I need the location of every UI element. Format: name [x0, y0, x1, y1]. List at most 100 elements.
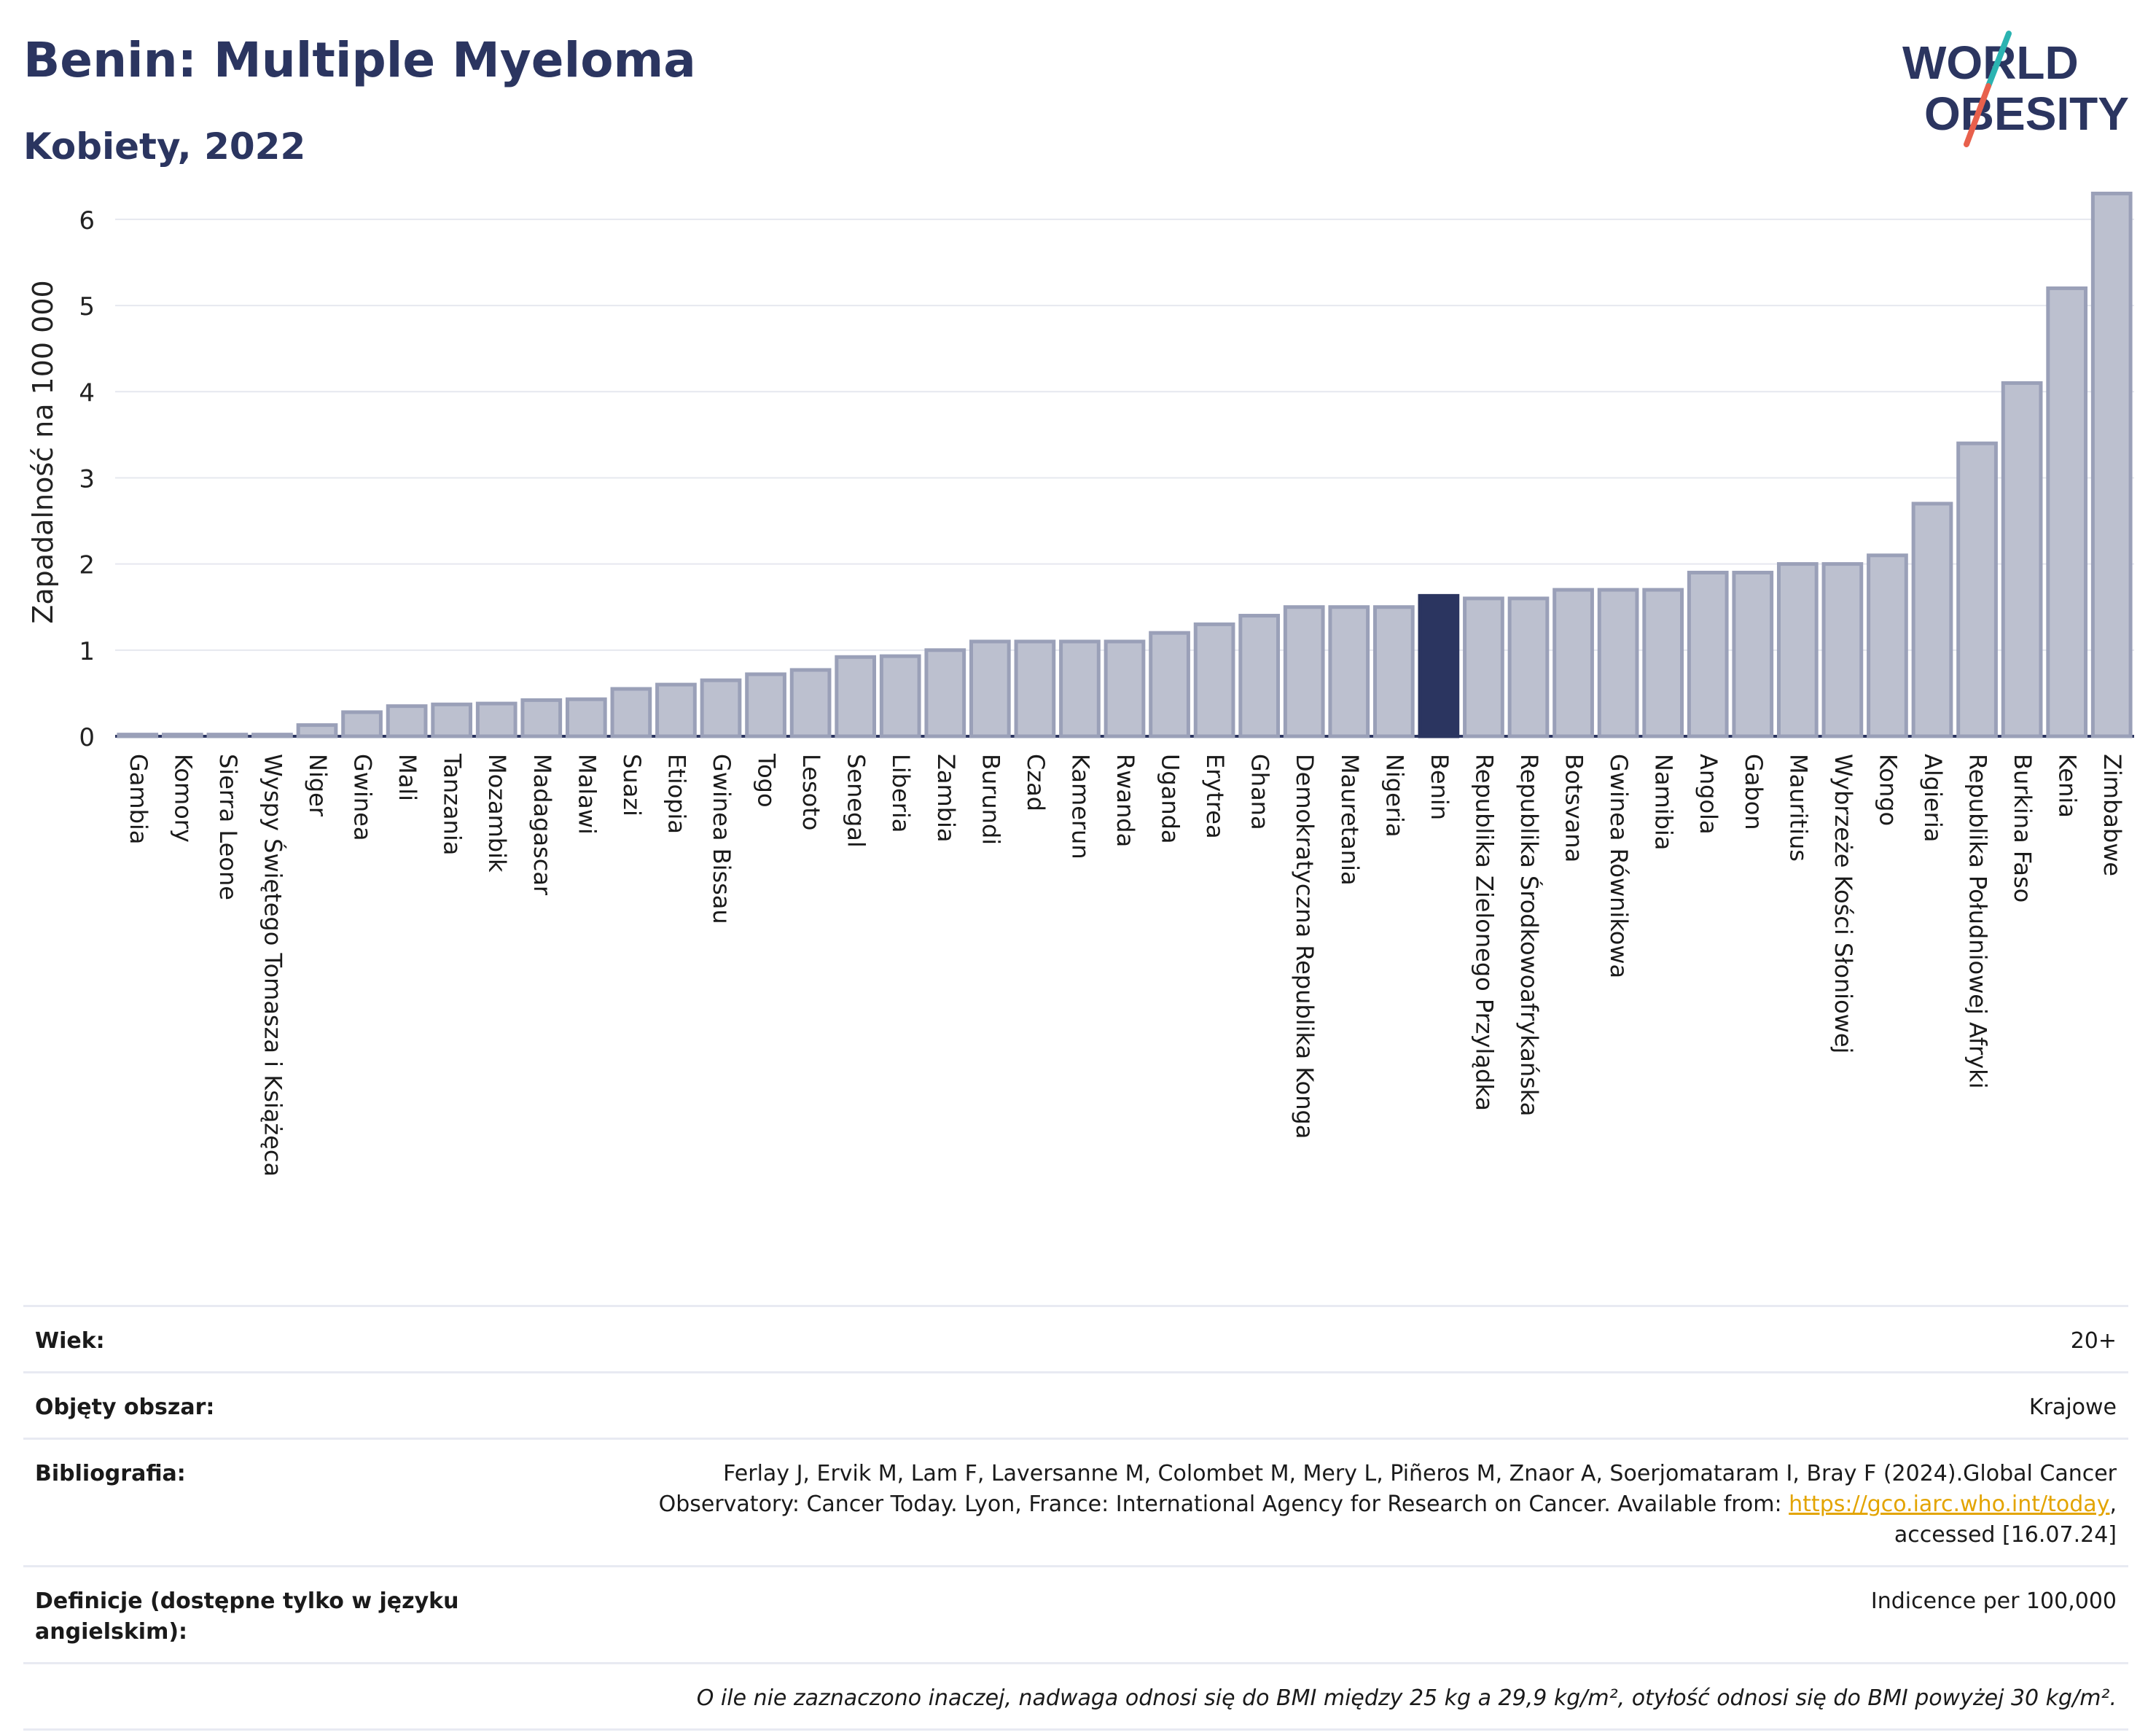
x-tick-label: Burundi — [977, 754, 1004, 845]
bar-gwinea — [341, 710, 383, 738]
x-tick-label: Komory — [169, 754, 197, 843]
bib-text-1: Ferlay J, Ervik M, Lam F, Laversanne M, … — [723, 1461, 2117, 1486]
x-tick-label: Gwinea Bissau — [708, 754, 735, 924]
bars — [117, 191, 2133, 738]
bar-gwinea-równikowa — [1597, 588, 1639, 738]
bar-rwanda — [1104, 639, 1146, 738]
x-tick-label: Namibia — [1650, 754, 1678, 850]
x-tick-label: Niger — [304, 754, 332, 817]
bar-lesoto — [789, 668, 832, 738]
bar-kenia — [2046, 286, 2088, 738]
bib-text-3: , — [2109, 1492, 2117, 1517]
y-tick-label: 4 — [79, 378, 95, 408]
bar-komory — [161, 733, 203, 738]
bar-mozambik — [475, 701, 517, 738]
bar-wybrzeże-kości-słoniowej — [1821, 562, 1864, 738]
x-tick-label: Liberia — [887, 754, 915, 833]
x-tick-label: Zimbabwe — [2098, 754, 2126, 876]
x-tick-label: Nigeria — [1380, 754, 1408, 837]
bar-republika-zielonego-przylądka — [1463, 596, 1504, 738]
bar-chart: 0 1 2 3 4 5 6 Gambia Komory Sierra Leone Wyspy Św… — [27, 191, 2134, 1177]
x-tick-label: Gwinea Równikowa — [1605, 754, 1633, 978]
bar-botsvana — [1552, 588, 1594, 738]
y-tick-label: 2 — [79, 551, 95, 580]
bar-uganda — [1149, 631, 1190, 738]
x-tick-label: Gwinea — [349, 754, 377, 841]
bar-malawi — [565, 697, 607, 738]
metadata-table: Wiek: 20+ Objęty obszar: Krajowe Bibliog… — [23, 1305, 2128, 1731]
bar-zimbabwe — [2090, 191, 2133, 738]
x-tick-label: Erytrea — [1201, 754, 1229, 839]
bar-burundi — [969, 639, 1011, 738]
bar-kamerun — [1059, 639, 1101, 738]
logo-slash-red — [1964, 83, 1991, 147]
bar-burkina-faso — [2001, 381, 2043, 738]
meta-bib-value: Ferlay J, Ervik M, Lam F, Laversanne M, … — [501, 1459, 2117, 1551]
x-tick-label: Ghana — [1246, 754, 1274, 830]
world-obesity-logo: WORLD OBESITY — [1902, 31, 2129, 147]
bar-benin — [1418, 593, 1460, 738]
x-tick-label: Angola — [1695, 754, 1722, 835]
bar-gambia — [117, 733, 159, 738]
x-tick-label: Togo — [753, 753, 781, 808]
meta-def-value: Indicence per 100,000 — [1870, 1588, 2117, 1614]
logo-text-line2: OBESITY — [1924, 87, 2129, 140]
x-tick-label: Gabon — [1740, 754, 1768, 830]
bar-erytrea — [1193, 622, 1235, 738]
x-tick-label: Kamerun — [1066, 754, 1094, 859]
y-tick-label: 3 — [79, 464, 95, 494]
x-tick-label: Benin — [1426, 754, 1453, 820]
bar-suazi — [610, 687, 652, 738]
y-tick-label: 0 — [79, 723, 95, 752]
x-tick-label: Demokratyczna Republika Konga — [1291, 754, 1319, 1139]
bib-text-4: accessed [16.07.24] — [1894, 1522, 2117, 1548]
x-tick-label: Suazi — [618, 754, 646, 816]
bar-namibia — [1642, 588, 1684, 738]
x-tick-label: Republika Zielonego Przylądka — [1470, 754, 1498, 1111]
meta-note: O ile nie zaznaczono inaczej, nadwaga od… — [696, 1685, 2117, 1711]
bar-niger — [296, 723, 338, 738]
meta-row-note: O ile nie zaznaczono inaczej, nadwaga od… — [23, 1662, 2128, 1731]
bar-nigeria — [1372, 605, 1415, 738]
x-tick-label: Republika Południowej Afryki — [1964, 754, 1992, 1089]
bar-czad — [1014, 639, 1056, 738]
bar-tanzania — [431, 702, 473, 738]
bar-liberia — [879, 654, 921, 738]
x-tick-label: Burkina Faso — [2009, 754, 2036, 902]
meta-coverage-value: Krajowe — [2028, 1395, 2117, 1420]
x-tick-label: Uganda — [1157, 754, 1184, 844]
meta-row-bibliography: Bibliografia: Ferlay J, Ervik M, Lam F, … — [23, 1438, 2128, 1565]
bar-etiopia — [655, 682, 697, 738]
bar-madagascar — [520, 698, 563, 738]
meta-age-value: 20+ — [2070, 1328, 2117, 1354]
bar-ghana — [1238, 614, 1281, 738]
bib-link[interactable]: https://gco.iarc.who.int/today — [1789, 1492, 2110, 1517]
meta-row-definitions: Definicje (dostępne tylko w języku angie… — [23, 1565, 2128, 1662]
bar-wyspy-świętego-tomasza-i-książęca — [251, 733, 293, 738]
x-tick-label: Tanzania — [439, 753, 466, 855]
bar-demokratyczna-republika-konga — [1283, 605, 1325, 738]
x-tick-label: Botsvana — [1561, 754, 1588, 862]
x-tick-label: Mauretania — [1336, 754, 1364, 886]
meta-row-age: Wiek: 20+ — [23, 1305, 2128, 1371]
x-tick-label: Sierra Leone — [214, 754, 242, 900]
meta-def-label: Definicje (dostępne tylko w języku angie… — [35, 1588, 459, 1645]
x-tick-label: Senegal — [843, 754, 870, 848]
x-tick-label: Kenia — [2054, 754, 2082, 818]
bar-republika-południowej-afryki — [1956, 441, 1998, 738]
x-tick-label: Czad — [1022, 754, 1050, 811]
meta-bib-label: Bibliografia: — [35, 1461, 186, 1486]
bar-mauritius — [1776, 562, 1819, 738]
bar-gabon — [1732, 570, 1774, 738]
bar-republika-środkowoafrykańska — [1507, 596, 1550, 738]
bar-algieria — [1911, 502, 1953, 738]
bar-gwinea-bissau — [700, 678, 742, 738]
x-labels: Gambia Komory Sierra Leone Wyspy Świętego T… — [125, 753, 2126, 1177]
x-tick-label: Mauritius — [1784, 754, 1812, 862]
y-tick-label: 6 — [79, 206, 95, 235]
x-tick-label: Mali — [394, 754, 421, 801]
x-tick-label: Madagascar — [528, 754, 556, 896]
meta-coverage-label: Objęty obszar: — [35, 1395, 215, 1420]
x-tick-label: Malawi — [573, 754, 601, 835]
x-tick-label: Gambia — [125, 754, 152, 844]
